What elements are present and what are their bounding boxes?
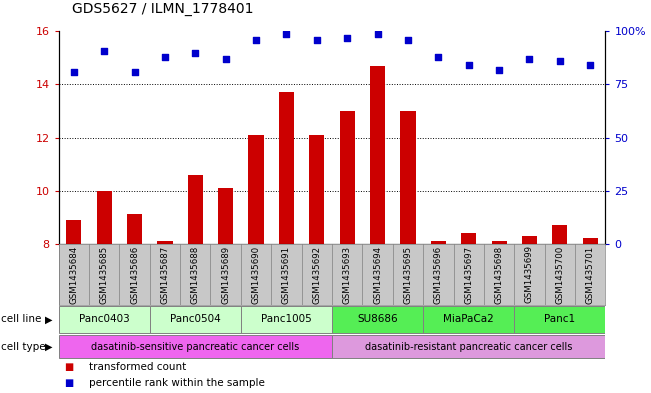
Bar xyxy=(332,306,423,332)
Text: ■: ■ xyxy=(64,362,74,372)
Text: GDS5627 / ILMN_1778401: GDS5627 / ILMN_1778401 xyxy=(72,2,253,16)
Bar xyxy=(127,215,142,393)
Bar xyxy=(187,174,203,393)
Text: percentile rank within the sample: percentile rank within the sample xyxy=(89,378,264,388)
Point xyxy=(221,56,231,62)
Text: Panc0403: Panc0403 xyxy=(79,314,130,324)
Bar xyxy=(431,241,446,393)
Bar xyxy=(370,66,385,393)
Point xyxy=(494,66,505,73)
Bar xyxy=(423,306,514,332)
Bar xyxy=(59,306,150,332)
Bar xyxy=(59,335,332,358)
Bar xyxy=(218,188,233,393)
Bar xyxy=(241,306,332,332)
Text: GSM1435692: GSM1435692 xyxy=(312,246,322,304)
Text: Panc1005: Panc1005 xyxy=(261,314,312,324)
Bar xyxy=(522,236,537,393)
Text: GSM1435696: GSM1435696 xyxy=(434,246,443,304)
Point xyxy=(403,37,413,43)
Bar xyxy=(150,306,241,332)
Text: dasatinib-sensitive pancreatic cancer cells: dasatinib-sensitive pancreatic cancer ce… xyxy=(91,342,299,352)
Text: GSM1435695: GSM1435695 xyxy=(404,246,413,304)
Point xyxy=(312,37,322,43)
Text: GSM1435691: GSM1435691 xyxy=(282,246,291,304)
Text: cell line: cell line xyxy=(1,314,41,324)
Text: GSM1435693: GSM1435693 xyxy=(342,246,352,304)
Point xyxy=(433,54,443,60)
Text: GSM1435684: GSM1435684 xyxy=(69,246,78,304)
Text: transformed count: transformed count xyxy=(89,362,186,372)
Text: Panc0504: Panc0504 xyxy=(170,314,221,324)
Point xyxy=(372,30,383,37)
Text: SU8686: SU8686 xyxy=(357,314,398,324)
Bar xyxy=(552,225,568,393)
Text: GSM1435687: GSM1435687 xyxy=(160,246,169,304)
Point xyxy=(524,56,534,62)
Text: GSM1435698: GSM1435698 xyxy=(495,246,504,304)
Bar xyxy=(340,111,355,393)
Point xyxy=(342,35,352,41)
Bar xyxy=(332,335,605,358)
Point xyxy=(130,69,140,75)
Text: GSM1435686: GSM1435686 xyxy=(130,246,139,304)
Bar xyxy=(492,241,506,393)
Text: GSM1435699: GSM1435699 xyxy=(525,246,534,303)
Bar xyxy=(249,135,264,393)
Text: GSM1435688: GSM1435688 xyxy=(191,246,200,304)
Text: GSM1435701: GSM1435701 xyxy=(586,246,595,304)
Bar xyxy=(96,191,112,393)
Point xyxy=(190,50,201,56)
Text: GSM1435694: GSM1435694 xyxy=(373,246,382,304)
Bar xyxy=(279,92,294,393)
Text: GSM1435689: GSM1435689 xyxy=(221,246,230,304)
Point xyxy=(99,48,109,54)
Bar xyxy=(66,220,81,393)
Bar xyxy=(309,135,324,393)
Point xyxy=(251,37,261,43)
Point xyxy=(555,58,565,64)
Bar xyxy=(158,241,173,393)
Text: GSM1435685: GSM1435685 xyxy=(100,246,109,304)
Point xyxy=(464,62,474,68)
Text: ■: ■ xyxy=(64,378,74,388)
Text: Panc1: Panc1 xyxy=(544,314,575,324)
Text: dasatinib-resistant pancreatic cancer cells: dasatinib-resistant pancreatic cancer ce… xyxy=(365,342,572,352)
Bar xyxy=(583,238,598,393)
Bar xyxy=(461,233,477,393)
Point xyxy=(68,69,79,75)
Point xyxy=(159,54,170,60)
Text: cell type: cell type xyxy=(1,342,46,352)
Bar xyxy=(400,111,415,393)
Text: GSM1435697: GSM1435697 xyxy=(464,246,473,304)
Point xyxy=(585,62,596,68)
Text: ▶: ▶ xyxy=(45,342,53,352)
Bar xyxy=(514,306,605,332)
Text: GSM1435690: GSM1435690 xyxy=(251,246,260,304)
Text: GSM1435700: GSM1435700 xyxy=(555,246,564,304)
Point xyxy=(281,30,292,37)
Text: MiaPaCa2: MiaPaCa2 xyxy=(443,314,494,324)
Text: ▶: ▶ xyxy=(45,314,53,324)
